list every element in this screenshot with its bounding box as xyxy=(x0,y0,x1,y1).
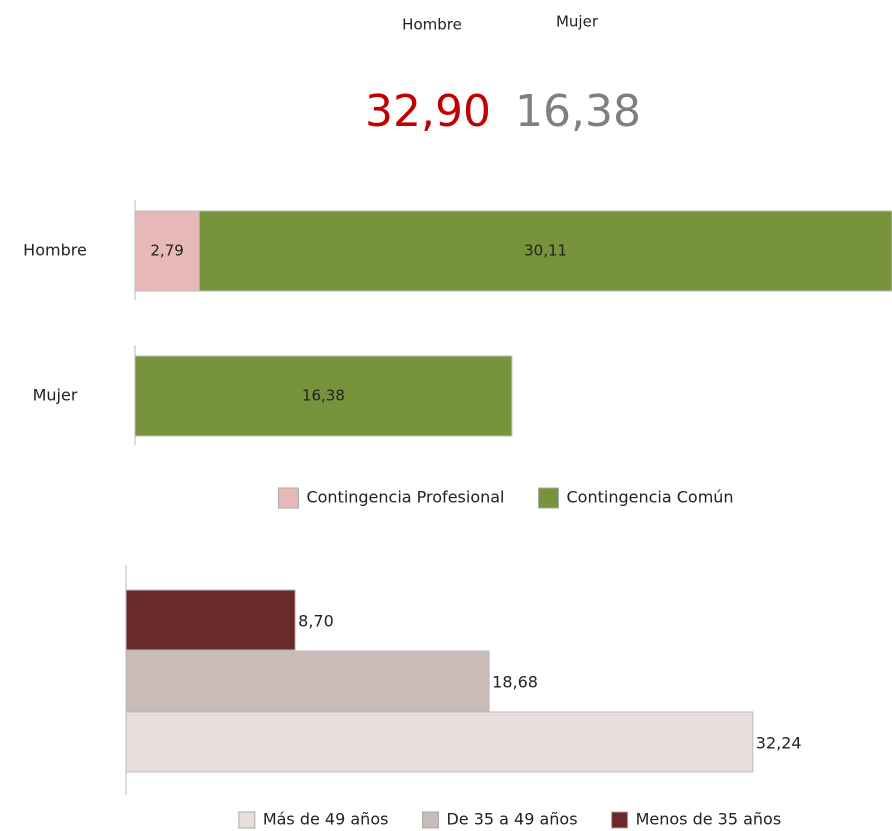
value-label: 30,11 xyxy=(524,242,567,260)
legend-label: Menos de 35 años xyxy=(636,810,782,829)
value-label: 2,79 xyxy=(150,242,183,260)
bar xyxy=(125,650,490,712)
summary-value: 32,90 xyxy=(365,86,491,137)
summary-label: Mujer xyxy=(556,13,599,31)
legend-swatch xyxy=(238,811,256,829)
value-label: 18,68 xyxy=(492,673,538,692)
legend-swatch xyxy=(277,487,299,509)
bar xyxy=(125,589,296,651)
bar-segment xyxy=(198,210,892,292)
legend-swatch xyxy=(611,811,629,829)
legend-label: De 35 a 49 años xyxy=(446,810,577,829)
bar-segment xyxy=(134,355,513,437)
category-label: Mujer xyxy=(33,386,78,405)
value-label: 16,38 xyxy=(302,387,345,405)
bar xyxy=(125,711,754,773)
value-label: 8,70 xyxy=(298,612,334,631)
summary-label: Hombre xyxy=(402,16,462,34)
legend-swatch xyxy=(538,487,559,509)
summary-value: 16,38 xyxy=(515,86,641,137)
legend-label: Más de 49 años xyxy=(263,810,389,829)
category-label: Hombre xyxy=(23,241,87,260)
legend-label: Contingencia Profesional xyxy=(306,488,504,507)
legend-label: Contingencia Común xyxy=(567,488,734,507)
value-label: 32,24 xyxy=(756,734,802,753)
legend-swatch xyxy=(421,811,439,829)
